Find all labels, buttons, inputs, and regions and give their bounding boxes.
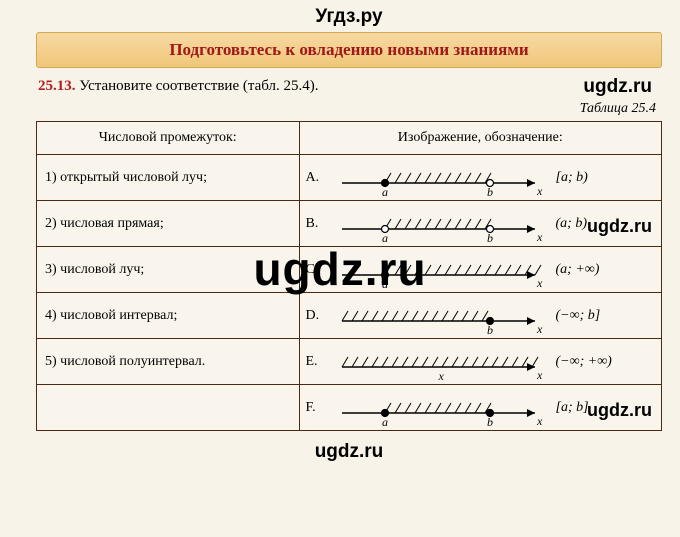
svg-text:x: x	[536, 230, 543, 243]
watermark-inline-1: ugdz.ru	[583, 76, 652, 98]
header-right: Изображение, обозначение:	[299, 122, 662, 155]
numberline-diagram: xab	[330, 205, 550, 243]
right-item: E. xx (−∞; +∞)	[299, 339, 662, 385]
interval-notation: [a; b)	[556, 170, 588, 186]
svg-text:a: a	[382, 277, 388, 289]
numberline-diagram: xx	[330, 343, 550, 381]
task-line: 25.13. Установите соответствие (табл. 25…	[38, 78, 662, 95]
right-item: C. xa (a; +∞)	[299, 247, 662, 293]
svg-text:b: b	[487, 415, 493, 427]
watermark-row-5: ugdz.ru	[587, 400, 652, 421]
table-caption: Таблица 25.4	[36, 101, 656, 117]
option-letter: E.	[306, 354, 324, 370]
left-item-empty	[37, 385, 300, 431]
option-letter: D.	[306, 308, 324, 324]
svg-text:a: a	[382, 415, 388, 427]
section-banner: Подготовьтесь к овладению новыми знаниям…	[36, 32, 662, 68]
left-item: 2) числовая прямая;	[37, 201, 300, 247]
svg-text:x: x	[536, 368, 543, 381]
interval-notation: [a; b]	[556, 400, 589, 416]
left-item: 4) числовой интервал;	[37, 293, 300, 339]
option-letter: F.	[306, 400, 324, 416]
left-item: 5) числовой полуинтервал.	[37, 339, 300, 385]
svg-text:x: x	[536, 322, 543, 335]
interval-notation: (a; b)	[556, 216, 588, 232]
option-letter: A.	[306, 170, 324, 186]
interval-notation: (−∞; +∞)	[556, 354, 612, 370]
svg-text:b: b	[487, 323, 493, 335]
svg-text:a: a	[382, 231, 388, 243]
svg-text:a: a	[382, 185, 388, 197]
match-table: Числовой промежуток: Изображение, обозна…	[36, 121, 662, 431]
right-item: D. xb (−∞; b]	[299, 293, 662, 339]
interval-notation: (−∞; b]	[556, 308, 601, 324]
option-letter: B.	[306, 216, 324, 232]
header-left: Числовой промежуток:	[37, 122, 300, 155]
numberline-diagram: xa	[330, 251, 550, 289]
numberline-diagram: xb	[330, 297, 550, 335]
numberline-diagram: xab	[330, 159, 550, 197]
left-item: 3) числовой луч;	[37, 247, 300, 293]
svg-text:x: x	[536, 414, 543, 427]
numberline-diagram: xab	[330, 389, 550, 427]
svg-text:b: b	[487, 185, 493, 197]
right-item: A. x a b [a; b)	[299, 155, 662, 201]
task-number: 25.13.	[38, 78, 76, 94]
svg-text:x: x	[536, 184, 543, 197]
svg-text:b: b	[487, 231, 493, 243]
interval-notation: (a; +∞)	[556, 262, 600, 278]
watermark-row-2: ugdz.ru	[587, 216, 652, 237]
watermark-bottom: ugdz.ru	[36, 441, 662, 463]
svg-text:x: x	[536, 276, 543, 289]
task-text: Установите соответствие (табл. 25.4).	[79, 78, 318, 94]
watermark-top: Угдз.ру	[36, 6, 662, 28]
left-item: 1) открытый числовой луч;	[37, 155, 300, 201]
option-letter: C.	[306, 262, 324, 278]
svg-text:x: x	[437, 369, 444, 381]
